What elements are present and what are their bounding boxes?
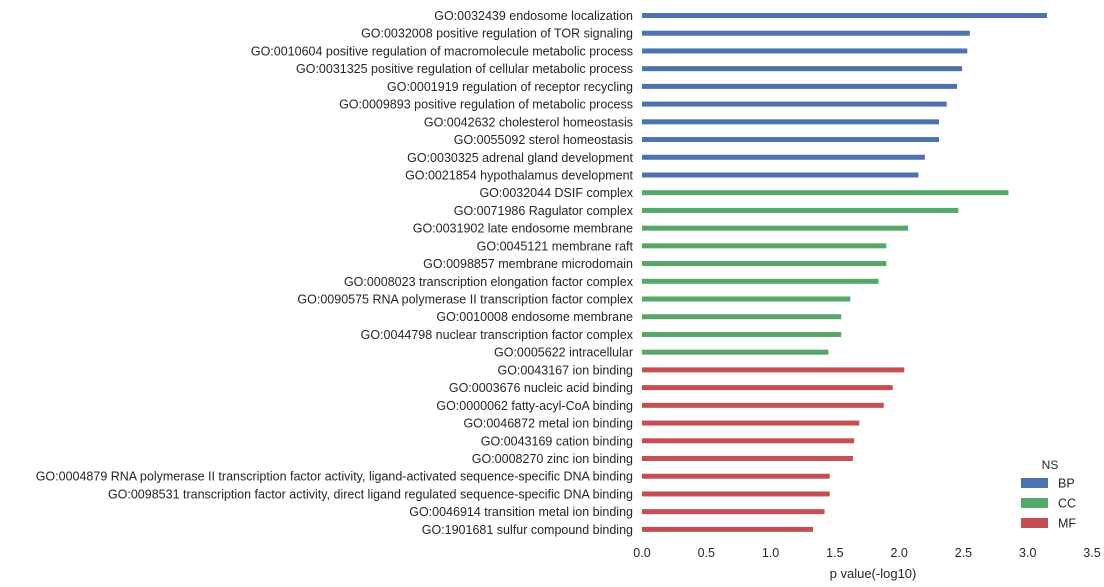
- bar: [642, 331, 842, 337]
- category-label: GO:0021854 hypothalamus development: [405, 168, 633, 182]
- bar: [642, 420, 860, 426]
- bar: [642, 137, 939, 143]
- bar: [642, 526, 813, 532]
- bar: [642, 13, 1047, 18]
- bar: [642, 190, 1009, 196]
- x-tick-label: 2.5: [955, 546, 972, 560]
- bar: [642, 261, 887, 267]
- bar: [642, 278, 879, 284]
- category-label: GO:0031325 positive regulation of cellul…: [296, 62, 633, 76]
- category-label: GO:0004879 RNA polymerase II transcripti…: [36, 470, 633, 484]
- category-label: GO:0044798 nuclear transcription factor …: [361, 328, 634, 342]
- category-label: GO:0030325 adrenal gland development: [407, 151, 633, 165]
- bar: [642, 314, 842, 320]
- bar: [642, 243, 887, 249]
- bar: [642, 30, 970, 36]
- category-label: GO:0010604 positive regulation of macrom…: [251, 44, 633, 58]
- category-label: GO:0098857 membrane microdomain: [423, 257, 633, 271]
- category-label: GO:0045121 membrane raft: [477, 239, 634, 253]
- category-label: GO:0098531 transcription factor activity…: [108, 487, 633, 501]
- bar: [642, 349, 829, 355]
- bar: [642, 438, 855, 444]
- bar: [642, 491, 830, 497]
- x-tick-label: 1.0: [762, 546, 779, 560]
- category-label: GO:0010008 endosome membrane: [436, 310, 633, 324]
- x-tick-label: 0.5: [698, 546, 715, 560]
- legend-title: NS: [1042, 458, 1059, 472]
- bar: [642, 101, 947, 107]
- category-label: GO:0001919 regulation of receptor recycl…: [387, 80, 633, 94]
- bar: [642, 119, 939, 125]
- legend-swatch-bp: [1021, 478, 1048, 488]
- category-label: GO:0055092 sterol homeostasis: [454, 133, 633, 147]
- x-tick-label: 0.0: [633, 546, 650, 560]
- category-label: GO:0031902 late endosome membrane: [413, 222, 633, 236]
- legend-label-cc: CC: [1058, 497, 1076, 511]
- bar: [642, 225, 909, 231]
- bar: [642, 402, 884, 408]
- category-label: GO:0032439 endosome localization: [434, 9, 633, 23]
- category-label: GO:0043167 ion binding: [497, 363, 633, 377]
- bar: [642, 367, 905, 373]
- category-label: GO:0009893 positive regulation of metabo…: [339, 98, 633, 112]
- category-label: GO:0042632 cholesterol homeostasis: [424, 115, 633, 129]
- bar: [642, 385, 893, 391]
- x-tick-label: 2.0: [890, 546, 907, 560]
- bar: [642, 172, 919, 178]
- legend: NS BP CC MF: [1021, 458, 1076, 531]
- category-label: GO:0005622 intracellular: [494, 346, 633, 360]
- category-label: GO:0008023 transcription elongation fact…: [344, 275, 634, 289]
- category-label: GO:0003676 nucleic acid binding: [449, 381, 633, 395]
- bar: [642, 207, 959, 213]
- bars-group: [642, 13, 1047, 532]
- x-tick-label: 3.5: [1083, 546, 1100, 560]
- legend-swatch-cc: [1021, 498, 1048, 508]
- category-label: GO:0032008 positive regulation of TOR si…: [361, 27, 633, 41]
- legend-label-bp: BP: [1058, 477, 1075, 491]
- bar: [642, 509, 825, 515]
- category-label: GO:0000062 fatty-acyl-CoA binding: [436, 399, 633, 413]
- x-tick-label: 3.0: [1019, 546, 1036, 560]
- x-axis-ticks-group: 0.0 0.5 1.0 1.5 2.0 2.5 3.0 3.5: [633, 546, 1100, 560]
- category-label: GO:0046872 metal ion binding: [463, 417, 633, 431]
- category-label: GO:0043169 cation binding: [481, 434, 633, 448]
- category-label: GO:0046914 transition metal ion binding: [409, 505, 633, 519]
- bar: [642, 154, 925, 160]
- x-tick-label: 1.5: [826, 546, 843, 560]
- category-label: GO:0032044 DSIF complex: [479, 186, 633, 200]
- bar: [642, 456, 853, 461]
- bar: [642, 83, 957, 89]
- category-label: GO:1901681 sulfur compound binding: [422, 523, 633, 537]
- x-axis-label: p value(-log10): [830, 566, 917, 581]
- category-label: GO:0008270 zinc ion binding: [472, 452, 633, 466]
- legend-label-mf: MF: [1058, 517, 1076, 531]
- bar: [642, 296, 851, 302]
- legend-entries: BP CC MF: [1021, 477, 1076, 531]
- legend-swatch-mf: [1021, 518, 1048, 528]
- category-label: GO:0071986 Ragulator complex: [454, 204, 634, 218]
- bar: [642, 473, 830, 479]
- bar: [642, 66, 963, 72]
- category-labels-group: GO:0032439 endosome localization GO:00320…: [36, 9, 634, 537]
- category-label: GO:0090575 RNA polymerase II transcripti…: [297, 293, 633, 307]
- bar: [642, 48, 968, 54]
